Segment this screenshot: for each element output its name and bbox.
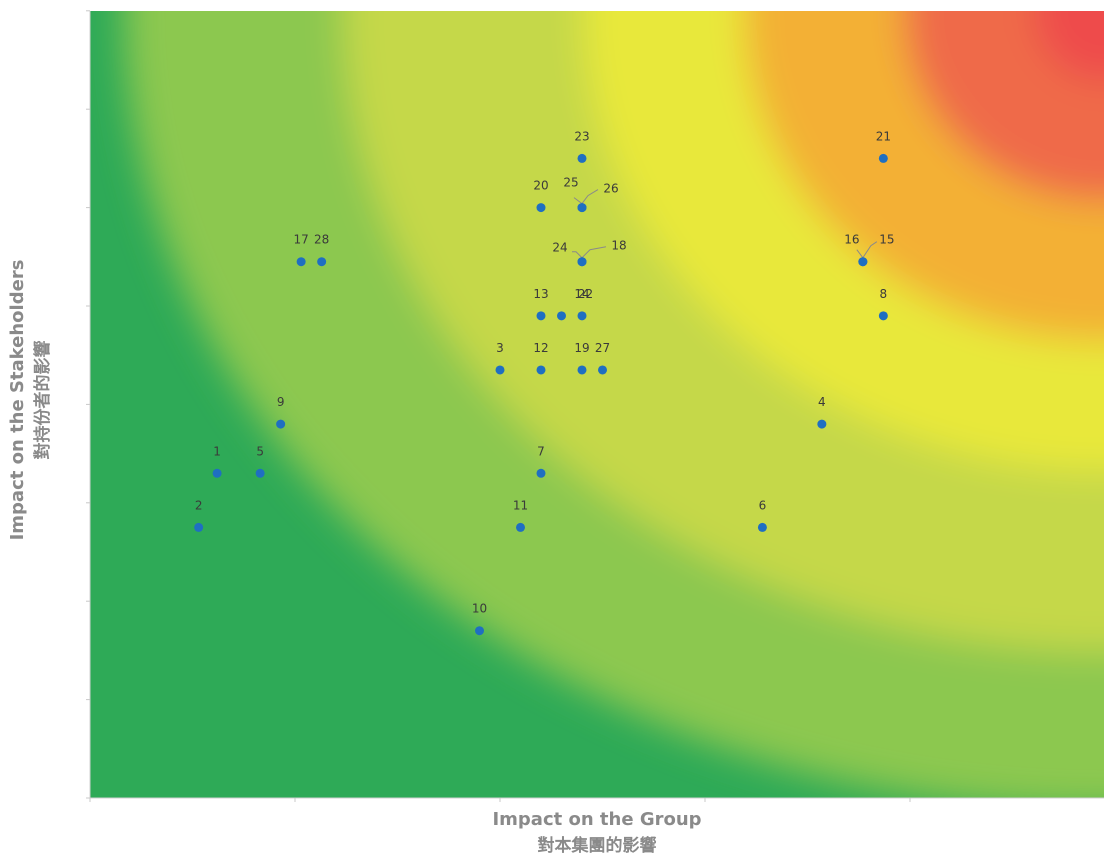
point-label: 22	[578, 287, 593, 301]
point-label: 20	[533, 179, 548, 193]
data-point	[296, 257, 306, 267]
data-point	[536, 365, 546, 375]
y-axis-title: Impact on the Stakeholders	[7, 260, 28, 541]
point-label: 2	[195, 498, 203, 512]
data-point	[598, 365, 607, 375]
data-point	[577, 203, 587, 213]
y-tick-marks	[86, 10, 90, 799]
point-label: 8	[880, 287, 888, 301]
data-point	[536, 311, 546, 321]
x-axis-title: Impact on the Group	[492, 809, 701, 830]
point-label: 1	[213, 444, 221, 458]
leader-line	[856, 249, 864, 259]
point-label: 16	[844, 233, 859, 247]
data-point	[536, 468, 546, 478]
leader-line	[862, 241, 878, 258]
leader-line	[581, 246, 607, 259]
data-point	[757, 522, 767, 532]
point-label: 21	[876, 129, 891, 143]
point-label: 6	[759, 498, 767, 512]
data-point	[878, 153, 888, 163]
leader-line	[581, 189, 599, 204]
data-point	[475, 626, 484, 636]
point-label: 26	[603, 182, 618, 196]
point-label: 13	[533, 287, 548, 301]
leader-line	[572, 251, 583, 259]
point-label: 9	[277, 395, 285, 409]
x-tick-marks	[89, 798, 911, 802]
point-label: 11	[513, 498, 528, 512]
point-label: 10	[472, 602, 487, 616]
data-point	[516, 522, 525, 532]
data-point	[858, 257, 868, 267]
data-point	[577, 365, 587, 375]
point-label: 19	[574, 341, 589, 355]
point-label: 4	[818, 395, 826, 409]
point-label: 17	[294, 233, 309, 247]
data-point	[276, 419, 286, 429]
data-point	[577, 153, 587, 163]
data-point	[495, 365, 505, 375]
point-label: 14	[574, 287, 589, 301]
data-point	[557, 311, 566, 321]
data-point	[317, 257, 327, 267]
point-label: 12	[533, 341, 548, 355]
data-point	[577, 311, 587, 321]
heatmap-background	[90, 11, 1104, 798]
y-axis-title-zh: 對持份者的影響	[32, 341, 53, 460]
data-point	[817, 419, 827, 429]
data-point	[255, 468, 265, 478]
data-points	[194, 153, 888, 636]
leader-line	[573, 197, 583, 205]
point-label: 23	[574, 129, 589, 143]
data-point	[194, 522, 204, 532]
point-label: 27	[595, 341, 610, 355]
point-label: 7	[537, 444, 545, 458]
data-point	[212, 468, 222, 478]
point-label: 28	[314, 233, 329, 247]
point-label: 5	[256, 444, 264, 458]
point-label: 25	[563, 176, 578, 190]
x-axis-title-zh: 對本集團的影響	[538, 835, 657, 856]
point-label: 15	[879, 233, 894, 247]
data-point	[577, 257, 587, 267]
point-label: 18	[611, 239, 626, 253]
data-point	[536, 203, 546, 213]
point-label: 3	[496, 341, 504, 355]
label-leader-lines	[572, 189, 878, 259]
data-point	[878, 311, 888, 321]
point-label: 24	[552, 241, 567, 255]
axes	[86, 10, 1104, 802]
